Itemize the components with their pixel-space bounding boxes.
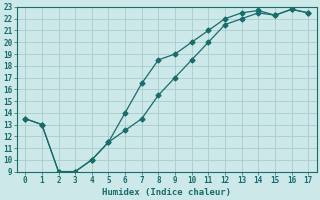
X-axis label: Humidex (Indice chaleur): Humidex (Indice chaleur) <box>102 188 231 197</box>
